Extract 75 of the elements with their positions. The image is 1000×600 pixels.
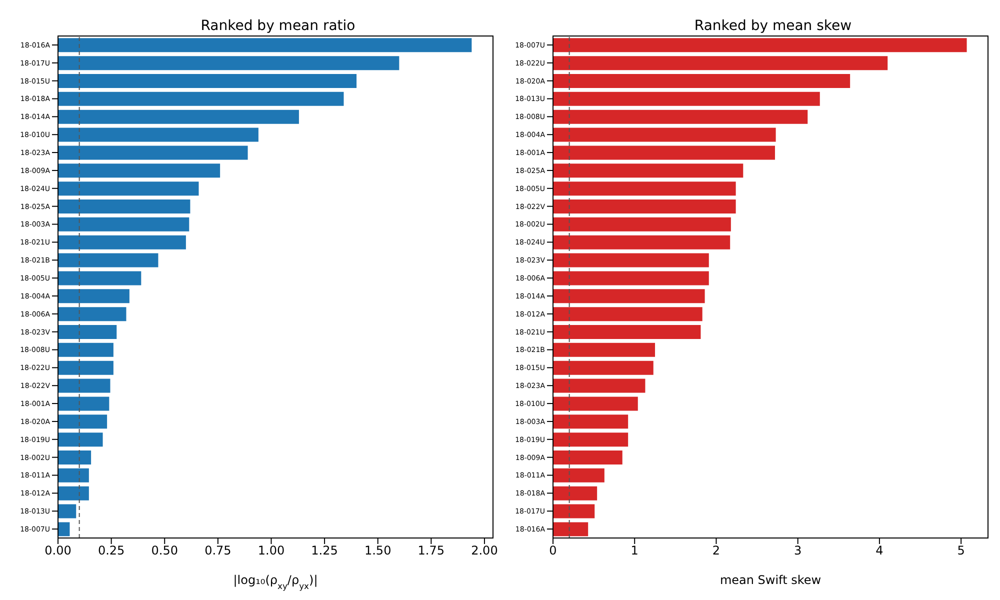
bar: [553, 92, 820, 106]
x-tick-label: 1.50: [364, 544, 392, 558]
bar: [553, 432, 628, 447]
bar: [58, 217, 190, 232]
x-tick-label: 0.25: [98, 544, 125, 558]
bar: [58, 164, 220, 178]
bar: [58, 432, 103, 447]
bar: [58, 74, 357, 88]
bar: [553, 325, 701, 340]
bar: [58, 378, 110, 393]
bar: [58, 325, 117, 340]
bar: [58, 182, 199, 196]
bar: [553, 360, 654, 375]
x-tick-label: 1: [630, 544, 638, 558]
x-tick-label: 0.75: [204, 544, 232, 558]
x-tick-label: 1.00: [258, 544, 285, 558]
bar: [58, 486, 89, 500]
bar: [553, 450, 622, 465]
x-tick-label: 2.00: [471, 544, 498, 558]
bar: [58, 414, 108, 429]
bar: [553, 307, 702, 322]
bar: [553, 217, 731, 232]
x-tick-label: 3: [794, 544, 802, 558]
x-axis-title: mean Swift skew: [720, 573, 822, 587]
chart-title: Ranked by mean ratio: [200, 18, 356, 34]
chart-title: Ranked by mean skew: [693, 18, 853, 34]
bar: [58, 342, 114, 357]
x-tick-label: 4: [876, 544, 884, 558]
bar: [553, 253, 709, 268]
bar: [553, 468, 604, 482]
x-tick-label: 0.50: [151, 544, 178, 558]
bar: [553, 128, 776, 142]
bar: [553, 289, 705, 304]
bar: [553, 74, 850, 88]
x-tick-label: 0.00: [44, 544, 72, 558]
x-tick-label: 1.75: [418, 544, 445, 558]
bar: [58, 468, 89, 482]
bar: [58, 128, 258, 142]
bar: [58, 522, 70, 536]
bar: [553, 396, 638, 411]
bar: [58, 235, 186, 250]
bar: [58, 271, 142, 286]
bar: [58, 253, 158, 268]
bar: [58, 450, 92, 465]
bar: [58, 92, 344, 106]
bar: [553, 110, 808, 124]
bar: [553, 414, 628, 429]
bar: [58, 289, 130, 304]
bar: [58, 146, 248, 160]
bar: [553, 56, 888, 70]
bar: [553, 146, 775, 160]
bar: [553, 504, 595, 518]
bar: [58, 38, 472, 52]
bar: [553, 486, 598, 500]
bar: [553, 38, 967, 52]
bar: [58, 307, 126, 322]
x-axis-title: |log₁₀(ρ$_{xy}$/ρ$_{yx}$)|: [233, 573, 318, 591]
bar: [58, 504, 76, 518]
bar: [58, 110, 299, 124]
bar: [58, 396, 110, 411]
bar: [553, 200, 736, 214]
bar: [58, 56, 400, 70]
bar: [58, 200, 190, 214]
x-tick-label: 5: [957, 544, 965, 558]
x-tick-label: 2: [712, 544, 720, 558]
x-tick-label: 0: [549, 544, 557, 558]
bar: [58, 360, 114, 375]
bar: [553, 342, 656, 357]
x-tick-label: 1.25: [311, 544, 338, 558]
bar: [553, 378, 646, 393]
bar: [553, 235, 730, 250]
bar: [553, 522, 588, 536]
bar: [553, 182, 736, 196]
bar: [553, 271, 709, 286]
bar: [553, 164, 744, 178]
